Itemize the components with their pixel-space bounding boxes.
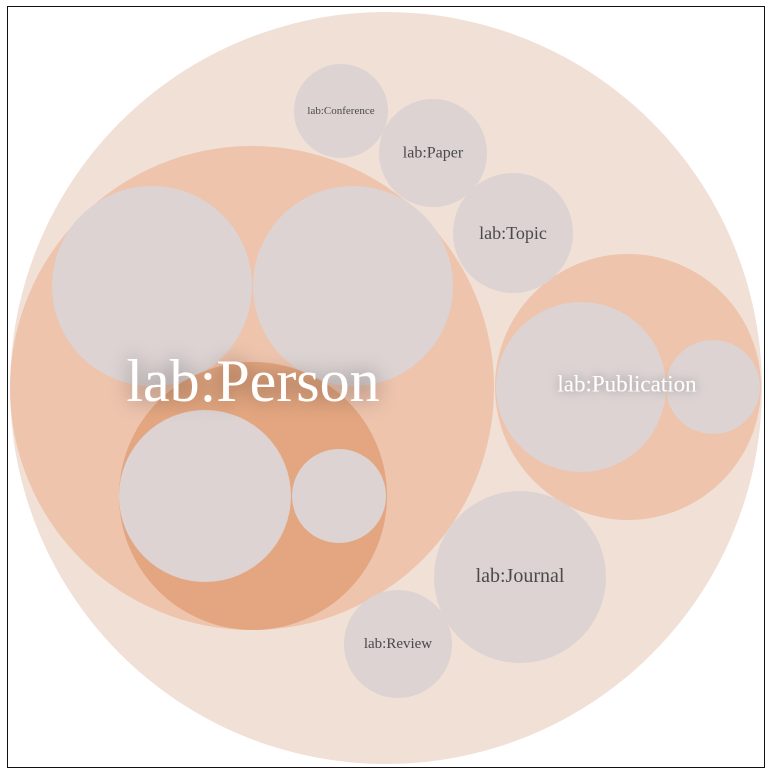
conference-label: lab:Conference (307, 105, 374, 117)
paper-circle[interactable] (379, 99, 487, 207)
journal-label: lab:Journal (476, 565, 565, 587)
person-subgroup-leaf-large[interactable] (119, 410, 291, 582)
person-subgroup-leaf-small[interactable] (292, 449, 386, 543)
person-leaf-circle-top-left[interactable] (52, 186, 252, 386)
review-label: lab:Review (364, 636, 432, 652)
publication-leaf-small[interactable] (666, 340, 760, 434)
topic-label: lab:Topic (479, 223, 547, 243)
review-circle[interactable] (344, 590, 452, 698)
topic-circle[interactable] (453, 173, 573, 293)
paper-label: lab:Paper (403, 145, 464, 162)
journal-circle[interactable] (434, 491, 606, 663)
person-leaf-circle-top-right[interactable] (253, 186, 453, 386)
conference-circle[interactable] (294, 64, 388, 158)
person-label: lab:Person (126, 348, 379, 414)
publication-label: lab:Publication (557, 372, 697, 397)
publication-leaf-large[interactable] (496, 302, 666, 472)
